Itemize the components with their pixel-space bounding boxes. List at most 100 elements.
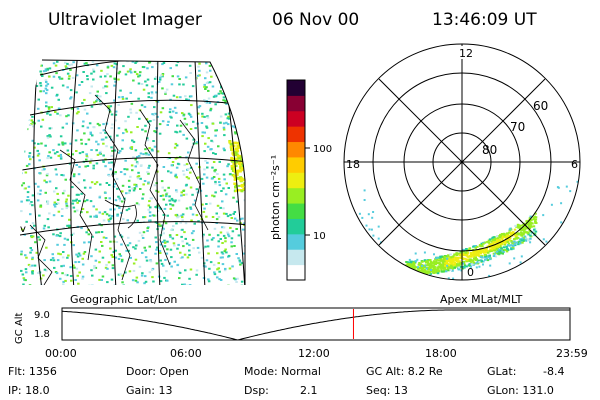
geo-dot — [231, 97, 234, 100]
polar-dot — [419, 273, 422, 276]
polar-dot — [488, 254, 491, 257]
geo-dot — [224, 193, 228, 196]
geo-dot — [191, 193, 194, 196]
polar-dot — [510, 233, 513, 236]
polar-dot — [505, 250, 509, 253]
polar-dot — [409, 263, 413, 266]
geo-dot — [224, 267, 227, 270]
polar-dot — [425, 260, 428, 263]
geo-dot — [75, 112, 79, 115]
geo-dot — [33, 81, 37, 84]
geo-dot — [30, 249, 34, 252]
geo-dot — [104, 191, 107, 194]
polar-dot — [503, 234, 506, 237]
geo-dot — [211, 166, 214, 169]
geo-dot — [168, 234, 172, 237]
geo-dot — [78, 254, 82, 257]
geo-bright-dot — [239, 179, 243, 182]
geo-dot — [24, 279, 27, 282]
geo-dot — [61, 192, 65, 195]
polar-dot — [469, 253, 473, 256]
geo-dot — [161, 229, 164, 232]
geo-dot — [202, 182, 205, 185]
geo-dot — [86, 165, 90, 167]
polar-dot — [525, 227, 528, 230]
geo-dot — [166, 124, 169, 126]
geo-dot — [28, 152, 32, 155]
geo-dot — [165, 193, 168, 196]
polar-dot — [483, 254, 487, 257]
polar-dot — [451, 269, 454, 272]
geo-dot — [138, 74, 142, 77]
geo-dot — [172, 94, 176, 97]
geo-dot — [108, 174, 111, 177]
colorbar-frame — [286, 79, 306, 281]
geo-dot — [46, 135, 49, 138]
geo-dot — [185, 137, 189, 140]
geo-dot — [235, 200, 239, 203]
polar-dot — [469, 258, 472, 261]
geo-dot — [69, 286, 72, 288]
geo-dot — [42, 70, 46, 73]
geo-dot — [140, 104, 144, 107]
geo-dot — [83, 251, 87, 253]
geo-dot — [28, 124, 32, 126]
geo-dot — [66, 256, 69, 259]
polar-dot — [412, 265, 416, 268]
geo-dot — [230, 217, 233, 219]
geo-dot — [208, 64, 212, 67]
geo-dot — [24, 111, 28, 114]
polar-dot — [502, 251, 505, 253]
geo-dot — [246, 64, 249, 66]
polar-dot — [363, 189, 366, 192]
geo-dot — [163, 207, 167, 210]
geo-dot — [147, 172, 150, 175]
geo-dot — [141, 128, 144, 131]
title: Ultraviolet Imager — [48, 10, 202, 30]
geo-dot — [135, 202, 139, 205]
polar-dot — [498, 235, 501, 238]
polar-dot — [437, 269, 440, 272]
polar-dot — [427, 268, 430, 271]
geo-dot — [54, 111, 57, 113]
geo-dot — [210, 177, 214, 180]
polar-dot — [472, 245, 475, 248]
geo-dot — [171, 75, 174, 78]
geo-dot — [105, 145, 108, 148]
geo-dot — [37, 152, 41, 155]
geo-dot — [217, 216, 221, 218]
geo-dot — [185, 176, 189, 179]
geo-dot — [29, 213, 32, 216]
geo-dot — [222, 187, 225, 190]
geo-dot — [53, 201, 57, 204]
polar-dot — [489, 264, 492, 267]
polar-dot — [405, 261, 408, 263]
geo-dot — [221, 263, 225, 266]
geo-dot — [207, 280, 211, 283]
geo-dot — [247, 217, 250, 219]
geo-dot — [198, 62, 201, 65]
geo-dot — [135, 276, 139, 279]
geo-dot — [25, 128, 29, 131]
geo-dot — [200, 256, 204, 259]
geo-dot — [188, 254, 191, 256]
polar-dot — [516, 236, 519, 239]
geo-dot — [26, 74, 29, 76]
geo-dot — [90, 105, 94, 108]
geo-dot — [168, 199, 171, 202]
geo-dot — [127, 236, 130, 239]
geo-dot — [218, 184, 222, 187]
polar-dot — [461, 267, 465, 270]
geo-dot — [38, 214, 41, 217]
geo-dot — [94, 266, 98, 269]
geo-dot — [195, 162, 198, 165]
geo-dot — [155, 262, 159, 265]
geo-dot — [136, 156, 139, 159]
geo-dot — [178, 271, 182, 274]
polar-dot — [439, 255, 442, 258]
geo-dot — [53, 266, 56, 269]
geo-dot — [96, 98, 99, 101]
geo-dot — [214, 191, 217, 194]
geo-dot — [83, 186, 87, 189]
date: 06 Nov 00 — [272, 10, 359, 30]
